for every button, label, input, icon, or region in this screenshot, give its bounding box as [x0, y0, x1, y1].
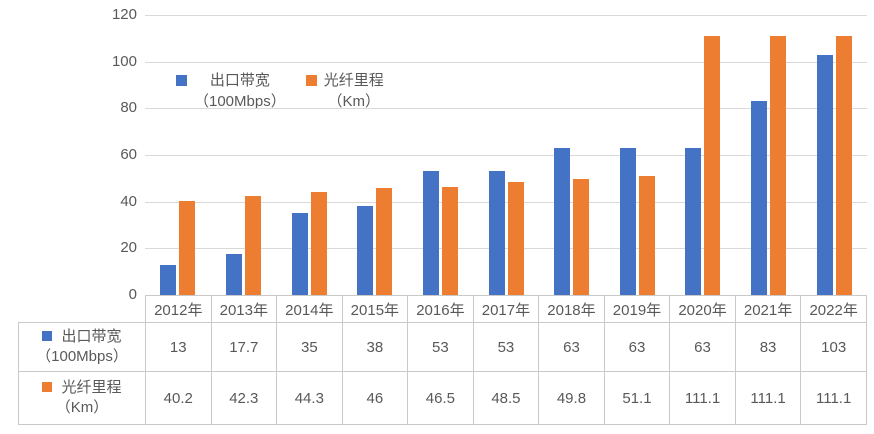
gridline-y-100 [145, 61, 867, 63]
bar-fiber-2015年 [376, 187, 393, 295]
y-axis-tick-label: 0 [128, 286, 137, 303]
y-axis-tick-label: 100 [111, 52, 137, 70]
bar-fiber-2012年 [179, 201, 196, 295]
year-header-2018年: 2018年 [538, 295, 605, 323]
bar-fiber-2018年 [573, 178, 590, 295]
value-fiber-2013年: 42.3 [210, 371, 278, 425]
year-header-2020年: 2020年 [669, 295, 736, 323]
value-fiber-2016年: 46.5 [407, 371, 474, 425]
chart-data-table: 2012年 2013年 2014年 2015年 2016年 2017年 2018年 2019年… [18, 295, 867, 425]
value-fiber-2017年: 48.5 [472, 371, 540, 425]
year-header-2014年: 2014年 [276, 295, 343, 323]
gridline-y-80 [145, 108, 867, 110]
table-legend-swatch-fiber-icon [42, 382, 53, 392]
year-header-2013年: 2013年 [210, 295, 278, 323]
legend-unit-fiber-mileage: （Km） [327, 93, 380, 110]
y-axis-tick-label: 20 [120, 239, 137, 257]
value-bandwidth-2021年: 83 [734, 322, 802, 372]
bar-fiber-2013年 [245, 196, 261, 295]
bar-bandwidth-2021年 [751, 101, 767, 295]
legend-swatch-blue-icon [176, 75, 187, 86]
value-fiber-2019年: 51.1 [603, 371, 671, 425]
year-header-2022年: 2022年 [800, 295, 867, 323]
plot-area: 出口带宽 （100Mbps） 光纤里程 （Km） 0 20 40 60 80 100 120 [111, 6, 867, 303]
bar-fiber-2017年 [507, 181, 524, 295]
value-bandwidth-2018年: 63 [538, 322, 605, 372]
value-bandwidth-2015年: 38 [341, 322, 409, 372]
value-fiber-2022年: 111.1 [800, 371, 867, 425]
value-fiber-2020年: 111.1 [669, 371, 736, 425]
bar-bandwidth-2012年 [160, 264, 177, 295]
legend-item-fiber-mileage: 光纤里程 （Km） [305, 70, 384, 112]
year-header-2019年: 2019年 [603, 295, 671, 323]
year-header-2015年: 2015年 [341, 295, 409, 323]
bar-fiber-2019年 [638, 175, 655, 295]
legend-item-exit-bandwidth: 出口带宽 （100Mbps） [176, 70, 286, 112]
table-corner-cell [19, 296, 146, 323]
value-fiber-2012年: 40.2 [145, 371, 212, 425]
y-axis-tick-label: 40 [120, 192, 137, 210]
year-header-2012年: 2012年 [145, 295, 212, 323]
legend-swatch-orange-icon [305, 75, 317, 86]
legend-label-exit-bandwidth: 出口带宽 [209, 72, 270, 89]
value-fiber-2018年: 49.8 [538, 371, 605, 425]
value-fiber-2021年: 111.1 [734, 371, 802, 425]
bar-bandwidth-2016年 [422, 171, 439, 295]
value-fiber-2015年: 46 [341, 371, 409, 425]
value-bandwidth-2016年: 53 [407, 322, 474, 372]
bar-bandwidth-2017年 [488, 171, 505, 295]
bar-bandwidth-2014年 [291, 213, 308, 295]
bar-bandwidth-2018年 [554, 148, 571, 295]
bar-fiber-2021年 [770, 35, 786, 295]
bar-bandwidth-2015年 [357, 206, 374, 295]
gridline-y-60 [145, 155, 867, 156]
gridline-y-120 [145, 15, 867, 16]
bar-fiber-2016年 [441, 186, 458, 295]
year-header-2021年: 2021年 [734, 295, 802, 323]
value-bandwidth-2013年: 17.7 [210, 322, 278, 372]
gridline-y-40 [145, 201, 867, 203]
value-bandwidth-2012年: 13 [145, 322, 212, 372]
row-header-fiber: 光纤里程 （Km） [18, 371, 146, 425]
bar-bandwidth-2022年 [816, 54, 833, 295]
value-bandwidth-2014年: 35 [276, 322, 343, 372]
bar-fiber-2020年 [704, 35, 721, 295]
value-bandwidth-2022年: 103 [800, 322, 867, 372]
bar-fiber-2022年 [835, 35, 852, 295]
year-header-2016年: 2016年 [407, 295, 474, 323]
bar-fiber-2014年 [310, 191, 327, 295]
y-axis-tick-label: 60 [120, 146, 137, 163]
value-fiber-2014年: 44.3 [276, 371, 343, 425]
gridline-y-20 [145, 248, 867, 250]
row-header-bandwidth: 出口带宽 （100Mbps） [18, 322, 146, 372]
table-legend-swatch-bandwidth-icon [42, 331, 53, 341]
y-axis-tick-label: 80 [120, 99, 137, 117]
value-bandwidth-2019年: 63 [603, 322, 671, 372]
bar-bandwidth-2013年 [226, 253, 242, 295]
year-header-2017年: 2017年 [472, 295, 540, 323]
bar-bandwidth-2020年 [685, 148, 702, 295]
value-bandwidth-2020年: 63 [669, 322, 736, 372]
legend-label-fiber-mileage: 光纤里程 [323, 72, 384, 89]
bar-bandwidth-2019年 [619, 148, 636, 295]
y-axis-tick-label: 120 [111, 6, 137, 23]
legend-unit-exit-bandwidth: （100Mbps） [194, 93, 286, 110]
value-bandwidth-2017年: 53 [472, 322, 540, 372]
chart-legend: 出口带宽 （100Mbps） 光纤里程 （Km） [176, 70, 384, 112]
